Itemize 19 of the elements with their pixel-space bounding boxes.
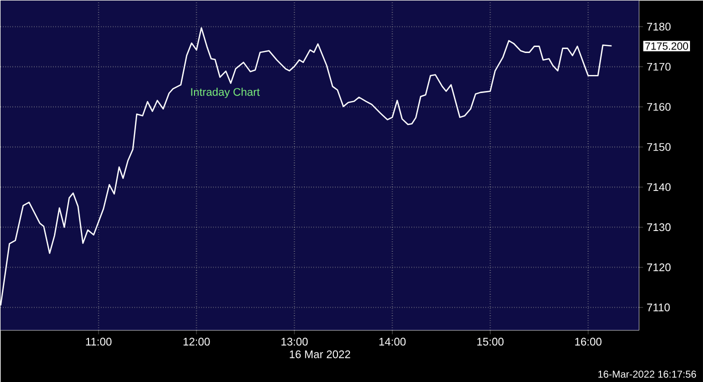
x-tick-label: 11:00 xyxy=(86,338,112,346)
y-tick-label: 7160 xyxy=(647,102,671,111)
text: Intraday Chart xyxy=(191,88,260,98)
x-tick-label: 13:00 xyxy=(281,338,308,346)
x-tick-label: 15:00 xyxy=(477,338,504,346)
text: 7175.200 xyxy=(645,42,688,50)
x-tick-label: 14:00 xyxy=(379,338,406,346)
x-axis-title: 16 Mar 2022 xyxy=(290,350,350,358)
y-tick-label: 7150 xyxy=(647,142,671,151)
y-tick-label: 7120 xyxy=(647,263,671,272)
x-tick-label: 12:00 xyxy=(184,338,210,346)
text: 16-Mar-2022 16:17:56 xyxy=(598,370,696,378)
line-series xyxy=(0,27,612,306)
y-tick-label: 7170 xyxy=(647,62,671,71)
y-tick-label: 7180 xyxy=(647,22,671,30)
y-tick-label: 7110 xyxy=(647,303,670,312)
y-tick-label: 7140 xyxy=(647,183,671,191)
x-tick-label: 16:00 xyxy=(575,338,602,346)
y-tick-label: 7130 xyxy=(647,223,671,231)
